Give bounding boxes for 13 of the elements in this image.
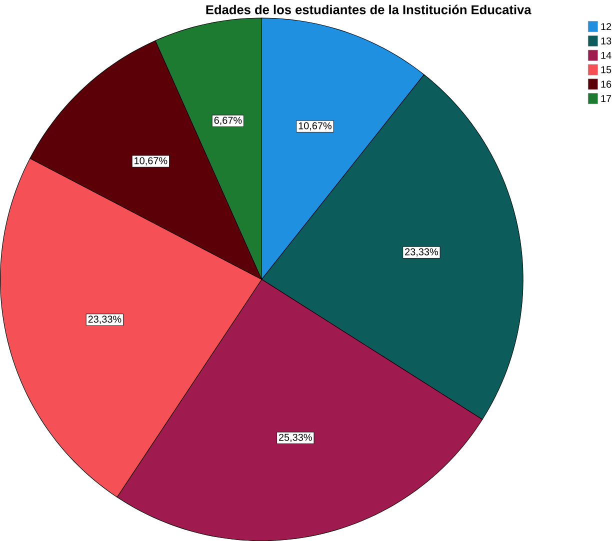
- data-label: 10,67%: [298, 122, 332, 130]
- data-label: 10,67%: [134, 157, 168, 166]
- legend-label: 16: [601, 80, 612, 88]
- legend-label: 13: [601, 37, 612, 44]
- legend-label: 15: [601, 66, 612, 74]
- chart-title: Edades de los estudiantes de la Institución Educativa: [206, 4, 532, 14]
- data-label: 6,67%: [214, 116, 242, 125]
- data-label: 25,33%: [278, 434, 312, 442]
- data-label: 23,33%: [88, 316, 122, 324]
- data-label: 23,33%: [405, 248, 438, 256]
- legend-label: 12: [601, 23, 612, 30]
- legend-label: 14: [601, 52, 612, 59]
- legend-label: 17: [601, 95, 612, 102]
